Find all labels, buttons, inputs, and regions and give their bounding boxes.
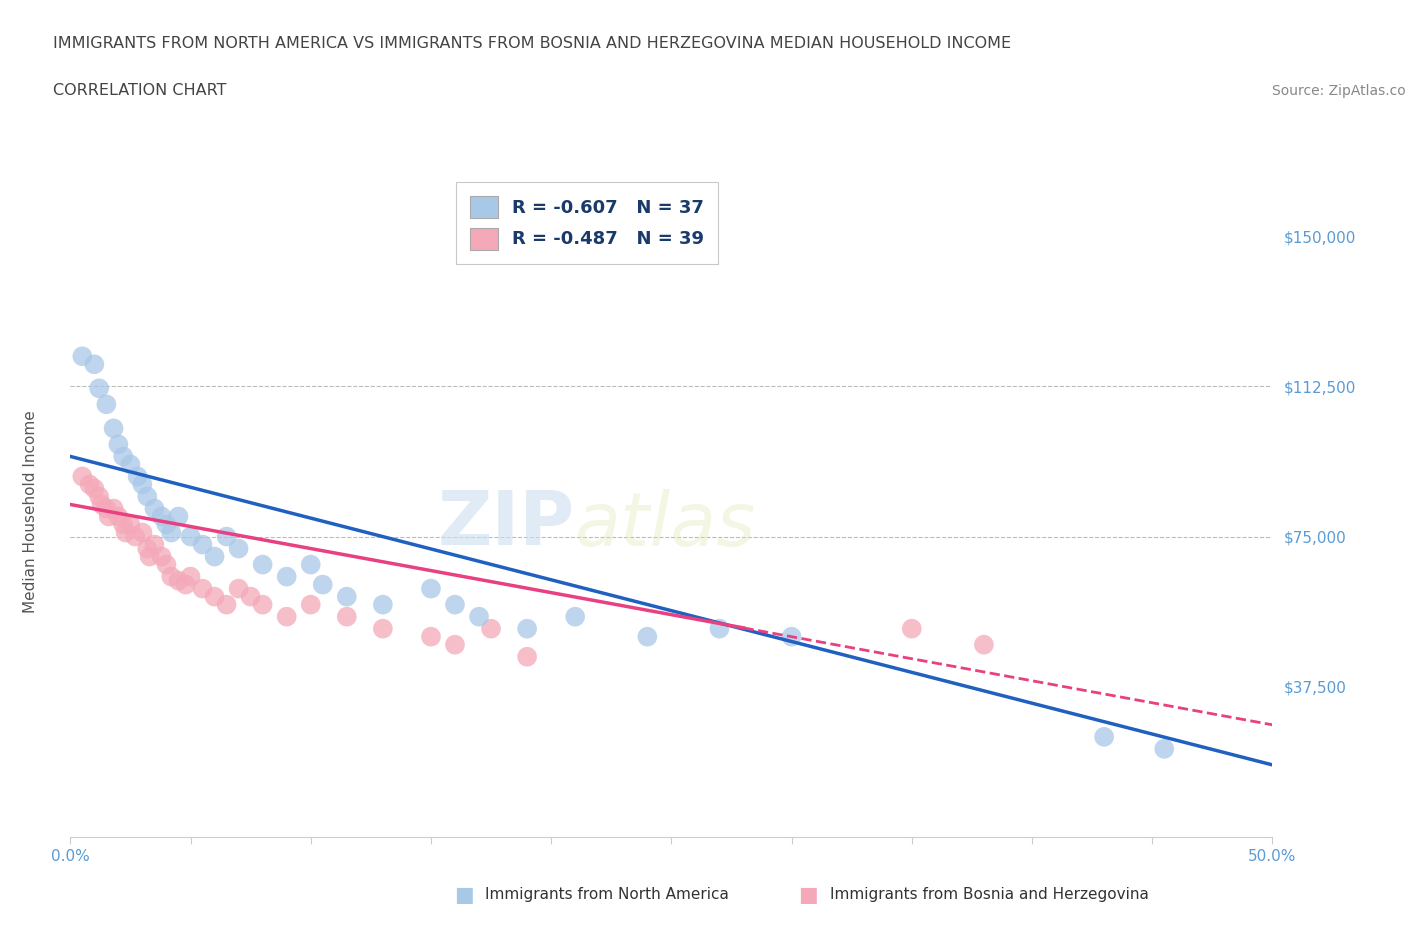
Point xyxy=(371,597,394,612)
Point xyxy=(97,509,120,524)
Point xyxy=(516,649,538,664)
Point xyxy=(103,501,125,516)
Text: Source: ZipAtlas.com: Source: ZipAtlas.com xyxy=(1272,84,1406,98)
Point xyxy=(72,349,94,364)
Point xyxy=(468,609,491,624)
Point xyxy=(90,497,112,512)
Point xyxy=(143,538,166,552)
Point xyxy=(79,477,101,492)
Point xyxy=(72,469,94,484)
Point xyxy=(204,549,226,564)
Point xyxy=(180,569,202,584)
Point xyxy=(131,525,153,540)
Point xyxy=(112,517,135,532)
Legend: R = -0.607   N = 37, R = -0.487   N = 39: R = -0.607 N = 37, R = -0.487 N = 39 xyxy=(456,182,718,264)
Point xyxy=(107,437,129,452)
Point xyxy=(780,630,803,644)
Point xyxy=(636,630,658,644)
Point xyxy=(252,597,274,612)
Point xyxy=(167,509,190,524)
Point xyxy=(299,597,322,612)
Point xyxy=(444,597,467,612)
Point xyxy=(228,581,250,596)
Text: ■: ■ xyxy=(799,884,818,905)
Text: ZIP: ZIP xyxy=(437,488,575,561)
Point xyxy=(1153,741,1175,756)
Point xyxy=(564,609,586,624)
Point xyxy=(89,489,111,504)
Point xyxy=(276,569,298,584)
Point xyxy=(709,621,731,636)
Point xyxy=(336,590,359,604)
Point xyxy=(174,578,197,592)
Point xyxy=(371,621,394,636)
Point xyxy=(160,525,183,540)
Point xyxy=(228,541,250,556)
Point xyxy=(167,573,190,588)
Point xyxy=(150,509,173,524)
Text: CORRELATION CHART: CORRELATION CHART xyxy=(53,83,226,98)
Point xyxy=(420,581,443,596)
Text: ■: ■ xyxy=(454,884,474,905)
Point xyxy=(252,557,274,572)
Point xyxy=(215,597,238,612)
Point xyxy=(114,525,136,540)
Point xyxy=(239,590,262,604)
Point xyxy=(150,549,173,564)
Point xyxy=(973,637,995,652)
Text: Immigrants from North America: Immigrants from North America xyxy=(485,887,728,902)
Point xyxy=(516,621,538,636)
Point xyxy=(136,489,159,504)
Point xyxy=(83,481,105,496)
Point xyxy=(191,581,214,596)
Point xyxy=(299,557,322,572)
Point xyxy=(83,357,105,372)
Point xyxy=(112,449,135,464)
Point xyxy=(420,630,443,644)
Point xyxy=(103,421,125,436)
Text: atlas: atlas xyxy=(575,488,756,561)
Point xyxy=(336,609,359,624)
Point xyxy=(107,509,129,524)
Point xyxy=(131,477,153,492)
Point xyxy=(120,457,142,472)
Point xyxy=(1092,729,1115,744)
Point xyxy=(479,621,502,636)
Point xyxy=(96,397,118,412)
Point xyxy=(204,590,226,604)
Point xyxy=(180,529,202,544)
Point xyxy=(160,569,183,584)
Point xyxy=(215,529,238,544)
Point xyxy=(312,578,335,592)
Text: Immigrants from Bosnia and Herzegovina: Immigrants from Bosnia and Herzegovina xyxy=(830,887,1149,902)
Point xyxy=(143,501,166,516)
Point xyxy=(138,549,160,564)
Text: Median Household Income: Median Household Income xyxy=(24,410,38,613)
Point xyxy=(900,621,922,636)
Point xyxy=(120,517,142,532)
Point xyxy=(155,557,177,572)
Point xyxy=(136,541,159,556)
Text: IMMIGRANTS FROM NORTH AMERICA VS IMMIGRANTS FROM BOSNIA AND HERZEGOVINA MEDIAN H: IMMIGRANTS FROM NORTH AMERICA VS IMMIGRA… xyxy=(53,36,1011,51)
Point xyxy=(127,469,149,484)
Point xyxy=(124,529,146,544)
Point xyxy=(191,538,214,552)
Point xyxy=(96,501,118,516)
Point xyxy=(155,517,177,532)
Point xyxy=(89,381,111,396)
Point xyxy=(276,609,298,624)
Point xyxy=(444,637,467,652)
